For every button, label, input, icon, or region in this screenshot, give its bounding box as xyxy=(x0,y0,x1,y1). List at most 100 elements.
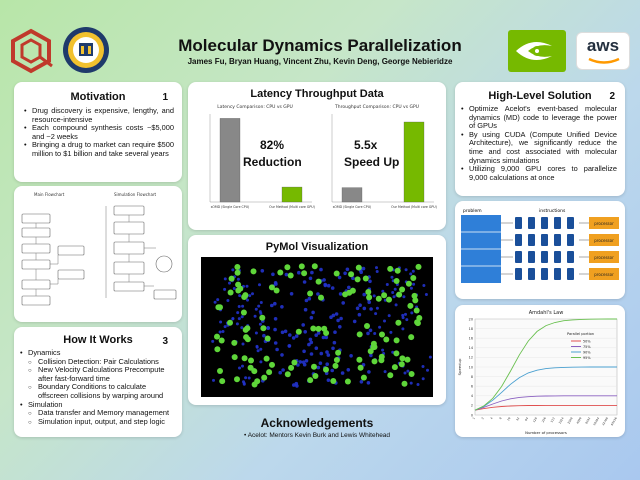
blue-particle xyxy=(326,283,331,288)
tick-label: sOMD (Single Core CPU) xyxy=(211,205,250,209)
blue-particle xyxy=(412,282,416,286)
blue-particle xyxy=(241,364,244,368)
blue-particle xyxy=(259,360,263,364)
tick-label: 8192 xyxy=(584,416,591,424)
tick-label: 4 xyxy=(489,416,493,420)
blue-particle xyxy=(298,360,303,364)
blue-particle xyxy=(283,329,288,334)
blue-particle xyxy=(238,366,241,370)
list-item: Simulation xyxy=(20,400,176,410)
blue-particle xyxy=(275,347,279,352)
green-particle xyxy=(284,371,291,378)
blue-particle xyxy=(223,277,227,281)
blue-particle xyxy=(375,270,379,273)
green-particle xyxy=(410,275,417,281)
blue-particle xyxy=(359,270,363,274)
green-particle xyxy=(277,269,284,276)
blue-particle xyxy=(280,353,284,357)
blue-particle xyxy=(424,293,428,296)
blue-particle xyxy=(280,305,284,309)
green-particle xyxy=(218,337,225,344)
tick-label: 10 xyxy=(469,365,473,369)
green-particle xyxy=(394,267,401,274)
green-particle xyxy=(399,355,406,362)
blue-particle xyxy=(428,355,432,359)
blue-particle xyxy=(316,292,320,296)
list-item: Drug discovery is expensive, lengthy, an… xyxy=(24,106,174,124)
blue-particle xyxy=(421,365,425,368)
green-particle xyxy=(291,359,298,366)
blue-particle xyxy=(241,304,245,308)
blue-particle xyxy=(362,306,367,311)
green-particle xyxy=(362,275,369,282)
blue-particle xyxy=(237,305,241,308)
green-particle xyxy=(356,356,363,363)
instruction-block xyxy=(515,268,522,280)
blue-particle xyxy=(260,269,265,273)
blue-particle xyxy=(316,331,321,335)
tick-label: 16 xyxy=(469,337,473,341)
blue-particle xyxy=(294,334,299,338)
blue-particle xyxy=(256,349,260,353)
blue-particle xyxy=(404,268,408,272)
blue-particle xyxy=(296,363,300,367)
flowchart-card: Main Flowchart Simulation Flowchart xyxy=(14,186,182,322)
green-particle xyxy=(234,269,241,276)
green-particle xyxy=(242,292,249,299)
blue-particle xyxy=(329,315,333,319)
blue-particle xyxy=(383,319,386,323)
blue-particle xyxy=(332,340,337,345)
blue-particle xyxy=(401,327,405,331)
blue-particle xyxy=(405,318,409,322)
amdahl-card: Amdahl's Law 0 2 4 6 8 10 12 14 16 18 20 1 2 4 8 16 32 64 1… xyxy=(455,305,625,437)
tick-label: 18 xyxy=(469,327,473,331)
blue-particle xyxy=(352,319,357,324)
blue-particle xyxy=(238,294,242,298)
instruction-block xyxy=(528,217,535,229)
blue-particle xyxy=(343,271,347,276)
green-particle xyxy=(266,369,273,376)
green-particle xyxy=(259,314,266,321)
blue-particle xyxy=(287,344,292,348)
green-particle xyxy=(315,325,322,332)
instruction-block xyxy=(528,234,535,246)
reduction-value: 82% xyxy=(260,138,285,152)
processor-label: processor xyxy=(594,255,614,260)
blue-particle xyxy=(409,272,413,276)
tick-label: 32 xyxy=(515,416,520,421)
aws-logo-icon: aws xyxy=(576,32,630,70)
blue-particle xyxy=(304,359,309,363)
blue-particle xyxy=(340,371,345,375)
blue-particle xyxy=(381,289,385,293)
instruction-block xyxy=(554,268,561,280)
blue-particle xyxy=(409,381,413,385)
blue-particle xyxy=(410,311,414,315)
green-particle xyxy=(375,295,382,302)
green-particle xyxy=(346,289,353,296)
blue-particle xyxy=(406,369,410,373)
tick-label: 20 xyxy=(469,317,473,321)
instruction-block xyxy=(528,251,535,263)
green-particle xyxy=(250,268,257,275)
blue-particle xyxy=(359,380,364,384)
blue-particle xyxy=(228,281,231,285)
tick-label: 2048 xyxy=(566,416,573,424)
green-particle xyxy=(401,380,408,387)
blue-particle xyxy=(241,342,245,346)
blue-particle xyxy=(321,335,326,340)
green-particle xyxy=(234,264,241,270)
blue-particle xyxy=(232,287,236,290)
blue-particle xyxy=(367,300,371,304)
nvidia-logo-icon xyxy=(508,30,566,72)
tick-label: 256 xyxy=(541,416,547,423)
green-particle xyxy=(228,275,235,282)
pymol-title: PyMol Visualization xyxy=(265,241,369,253)
legend-entry: 75% xyxy=(583,345,591,349)
green-particle xyxy=(242,326,249,333)
blue-particle xyxy=(242,380,245,384)
instruction-block xyxy=(567,251,574,263)
blue-particle xyxy=(273,317,278,321)
blue-particle xyxy=(391,291,395,294)
list-item: By using CUDA (Compute Unified Device Ar… xyxy=(461,130,617,165)
green-particle xyxy=(231,339,238,346)
